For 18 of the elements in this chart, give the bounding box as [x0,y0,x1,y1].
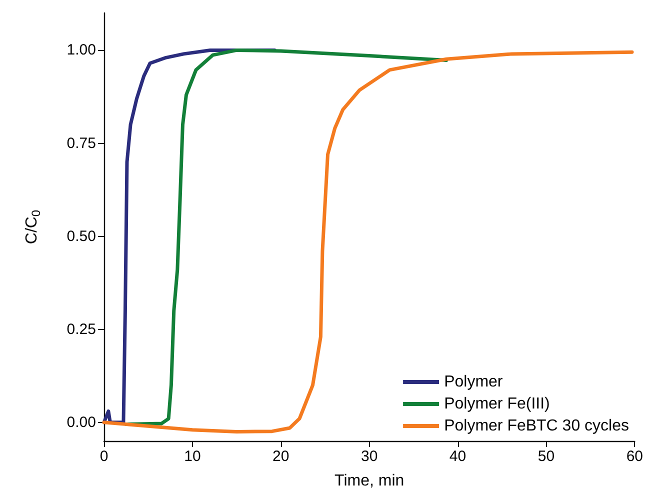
legend-label: Polymer [444,374,504,390]
x-tick-label: 50 [538,448,555,465]
x-tick-label: 60 [626,448,643,465]
y-axis-title: C/C0 [24,210,43,244]
x-tick-label: 10 [184,448,201,465]
y-tick-label: 1.00 [66,42,96,59]
line-series [102,50,634,434]
y-tick-label: 0.25 [66,320,96,338]
y-tick-label: 0.00 [66,414,96,431]
y-tick-label: 0.75 [66,134,96,152]
x-tick-label: 0 [100,448,108,465]
x-tick-label: 20 [272,448,290,465]
x-tick-label: 40 [449,448,466,465]
x-tick-label: 30 [360,448,378,465]
legend-label: Polymer FeBTC 30 cycles [444,418,629,434]
legend-label: Polymer Fe(III) [444,396,550,412]
y-tick-label: 0.50 [66,228,96,245]
x-axis-title: Time, min [334,472,404,490]
